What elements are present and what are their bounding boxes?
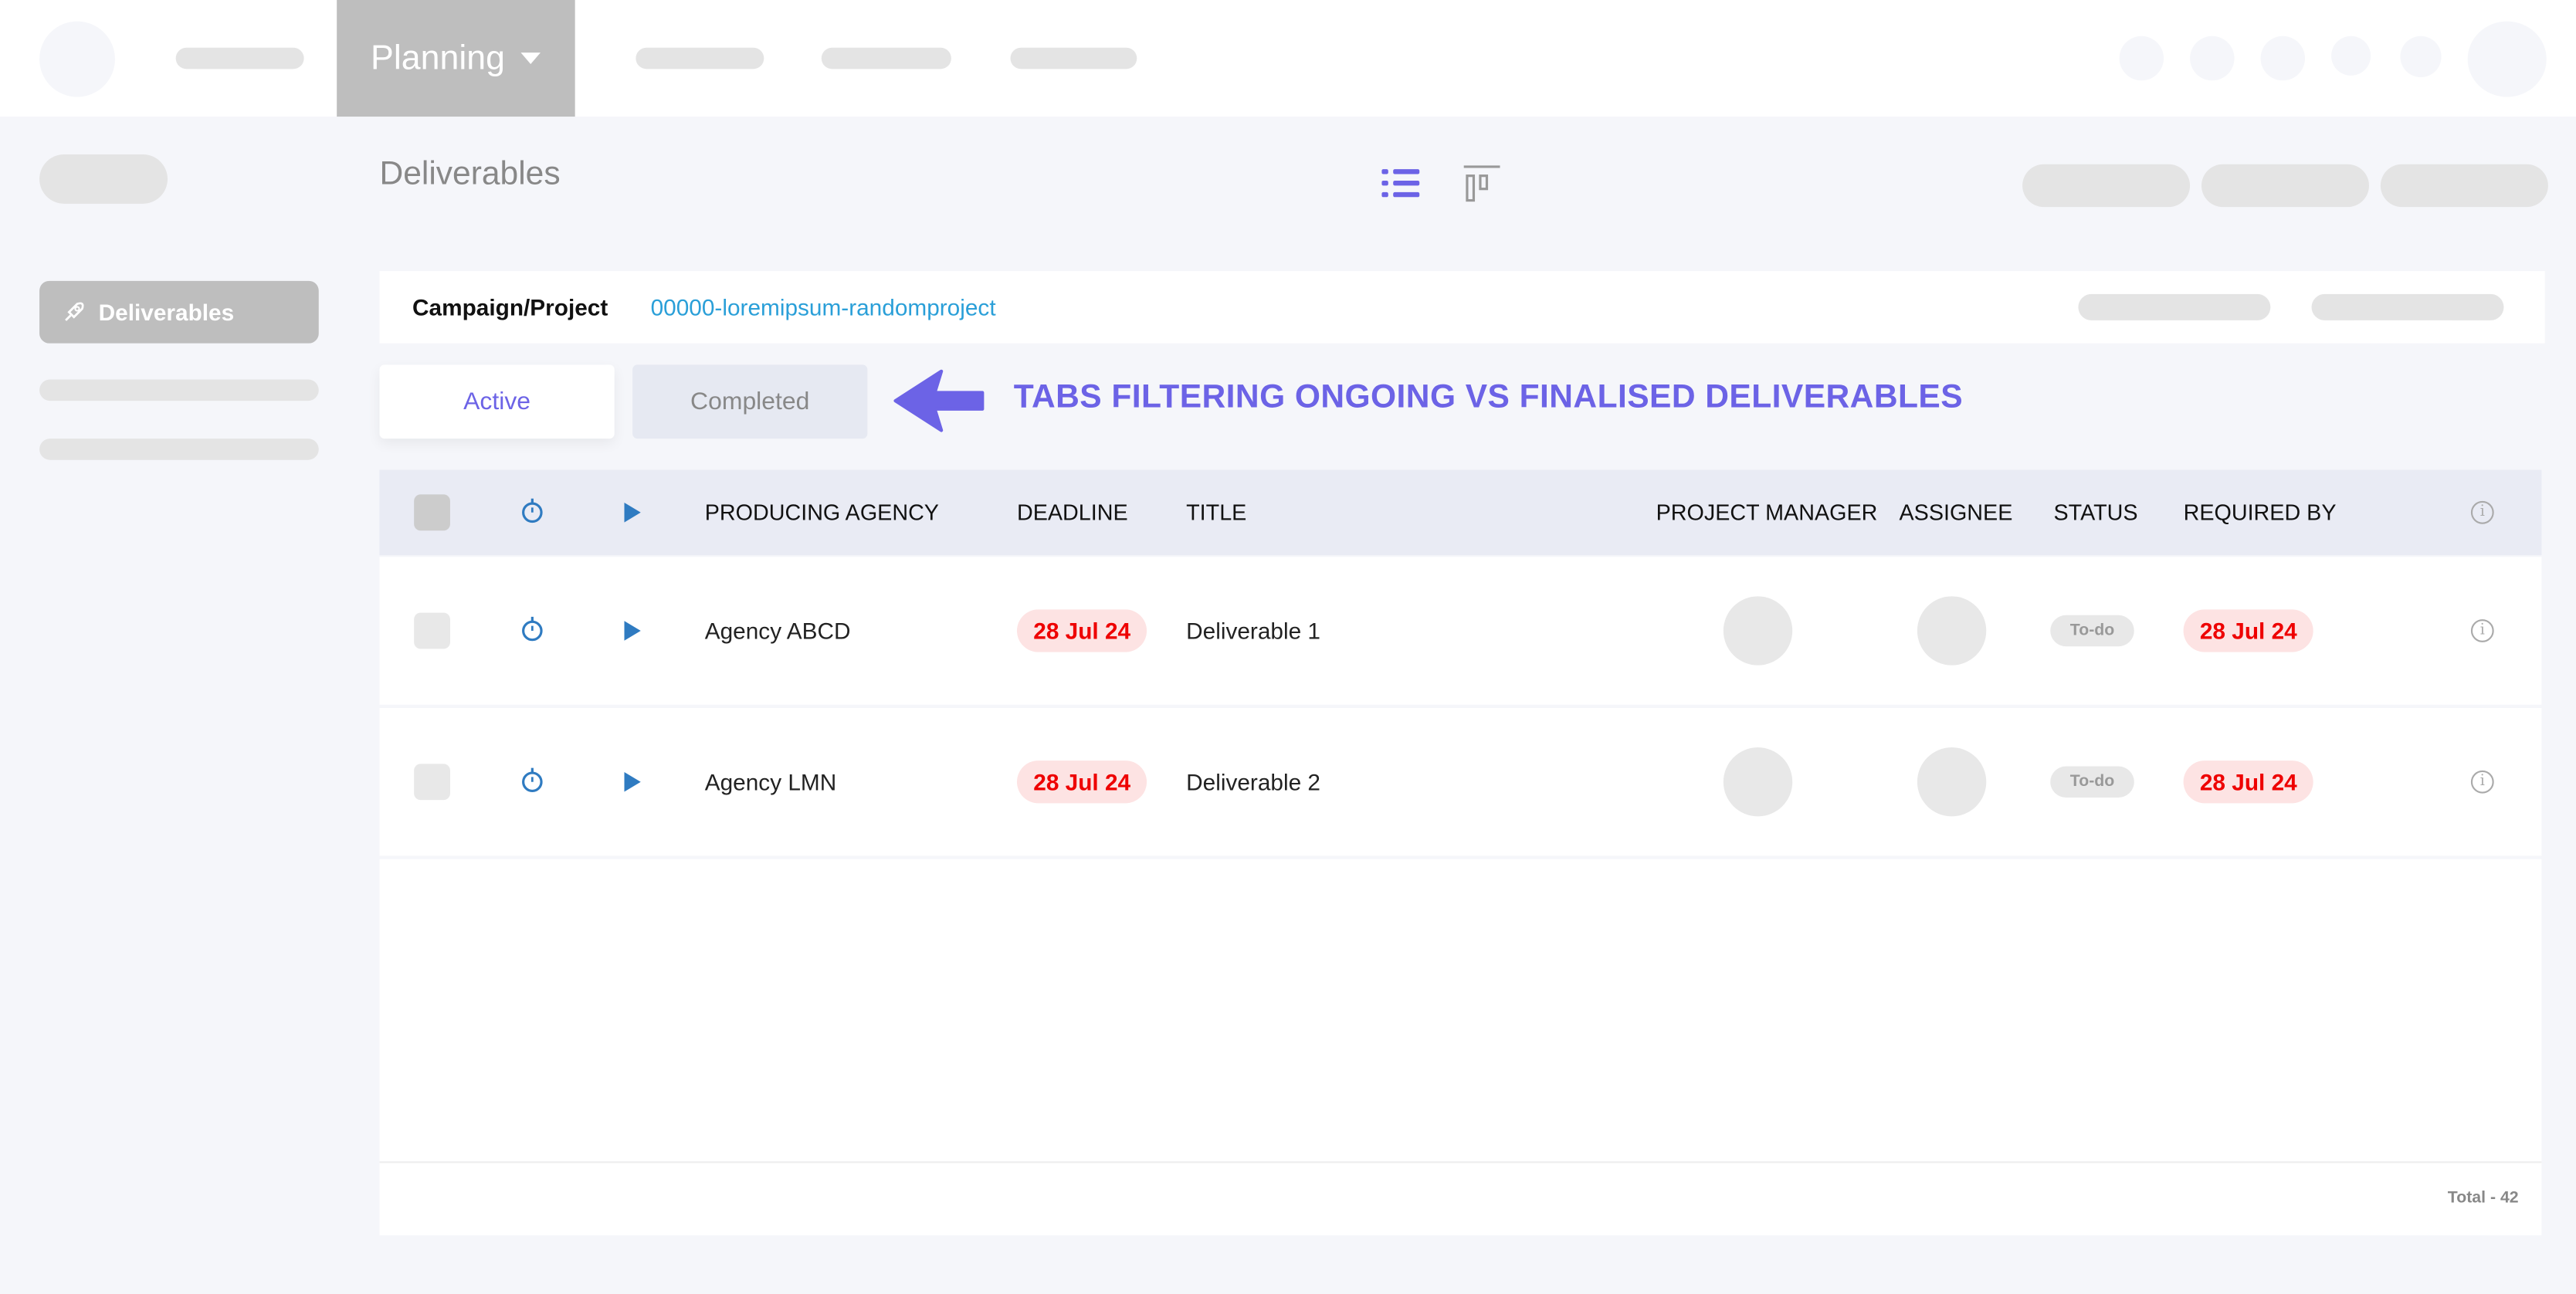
filter-label: Campaign/Project	[412, 293, 608, 320]
sidebar-item-label: Deliverables	[98, 299, 235, 326]
total-count: Total - 42	[2447, 1189, 2519, 1208]
nav-icon-placeholder[interactable]	[2331, 36, 2371, 76]
nav-item-placeholder[interactable]	[1010, 47, 1137, 69]
column-header-assignee[interactable]: ASSIGNEE	[1899, 500, 2013, 525]
column-header-status[interactable]: STATUS	[2053, 500, 2138, 525]
assignee-avatar[interactable]	[1917, 596, 1987, 666]
project-link[interactable]: 00000-loremipsum-randomproject	[650, 293, 996, 320]
info-icon[interactable]: i	[2470, 500, 2494, 524]
column-header-required-by[interactable]: REQUIRED BY	[2183, 500, 2337, 525]
action-button-placeholder[interactable]	[2201, 164, 2369, 208]
nav-icon-placeholder[interactable]	[2119, 36, 2164, 81]
nav-icon-placeholder[interactable]	[2400, 36, 2442, 77]
title-cell[interactable]: Deliverable 1	[1186, 617, 1320, 645]
nav-item-placeholder[interactable]	[175, 47, 304, 69]
agency-cell: Agency LMN	[704, 768, 837, 795]
status-badge[interactable]: To-do	[2050, 766, 2134, 798]
play-icon	[624, 503, 641, 523]
stopwatch-icon[interactable]	[520, 615, 544, 646]
arrow-left-icon	[892, 368, 985, 434]
rocket-icon	[65, 302, 84, 321]
stopwatch-icon	[520, 497, 544, 528]
filter-placeholder[interactable]	[2078, 293, 2271, 320]
play-icon[interactable]	[624, 621, 641, 641]
sidebar-item-placeholder[interactable]	[39, 439, 319, 460]
table-row[interactable]: Agency LMN 28 Jul 24 Deliverable 2 To-do…	[379, 707, 2542, 856]
column-header-title[interactable]: TITLE	[1186, 500, 1247, 525]
table-footer: Total - 42	[379, 1161, 2542, 1235]
row-checkbox[interactable]	[414, 612, 450, 649]
deadline-badge: 28 Jul 24	[1016, 760, 1147, 804]
nav-planning-label: Planning	[371, 38, 505, 76]
required-by-badge: 28 Jul 24	[2183, 609, 2313, 652]
nav-item-placeholder[interactable]	[636, 47, 764, 69]
project-manager-avatar[interactable]	[1723, 596, 1793, 666]
nav-item-placeholder[interactable]	[821, 47, 951, 69]
agency-cell: Agency ABCD	[704, 617, 851, 645]
table-empty-area	[379, 859, 2542, 1162]
table-row[interactable]: Agency ABCD 28 Jul 24 Deliverable 1 To-d…	[379, 557, 2542, 705]
column-header-deadline[interactable]: DEADLINE	[1016, 500, 1128, 525]
deadline-badge: 28 Jul 24	[1016, 609, 1147, 652]
tab-active[interactable]: Active	[379, 364, 615, 439]
column-header-project-manager[interactable]: PROJECT MANAGER	[1656, 500, 1878, 525]
info-icon[interactable]: i	[2470, 770, 2494, 794]
select-all-checkbox[interactable]	[414, 494, 450, 531]
avatar[interactable]	[2467, 21, 2547, 97]
nav-planning-menu[interactable]: Planning	[337, 0, 575, 117]
action-button-placeholder[interactable]	[2022, 164, 2191, 208]
filter-placeholder[interactable]	[2311, 293, 2504, 320]
list-view-icon[interactable]	[1381, 168, 1421, 201]
sidebar-header-placeholder	[39, 154, 168, 204]
play-icon[interactable]	[624, 771, 641, 792]
required-by-badge: 28 Jul 24	[2183, 760, 2313, 804]
sidebar-item-deliverables[interactable]: Deliverables	[39, 280, 319, 344]
board-view-icon[interactable]	[1463, 164, 1502, 204]
annotation-text: TABS FILTERING ONGOING VS FINALISED DELI…	[1013, 379, 1964, 416]
column-header-producing-agency[interactable]: PRODUCING AGENCY	[704, 500, 939, 525]
info-icon[interactable]: i	[2470, 619, 2494, 642]
project-manager-avatar[interactable]	[1723, 747, 1793, 817]
row-checkbox[interactable]	[414, 764, 450, 801]
assignee-avatar[interactable]	[1917, 747, 1987, 817]
title-cell[interactable]: Deliverable 2	[1186, 768, 1320, 795]
sidebar-item-placeholder[interactable]	[39, 379, 319, 401]
page-title: Deliverables	[379, 156, 561, 192]
logo-placeholder[interactable]	[39, 21, 115, 97]
table-header: PRODUCING AGENCY DEADLINE TITLE PROJECT …	[379, 469, 2542, 556]
action-button-placeholder[interactable]	[2380, 164, 2548, 208]
status-badge[interactable]: To-do	[2050, 615, 2134, 647]
nav-icon-placeholder[interactable]	[2260, 36, 2306, 81]
tab-completed[interactable]: Completed	[632, 364, 868, 439]
nav-icon-placeholder[interactable]	[2190, 36, 2235, 81]
caret-down-icon	[521, 53, 541, 64]
stopwatch-icon[interactable]	[520, 767, 544, 798]
